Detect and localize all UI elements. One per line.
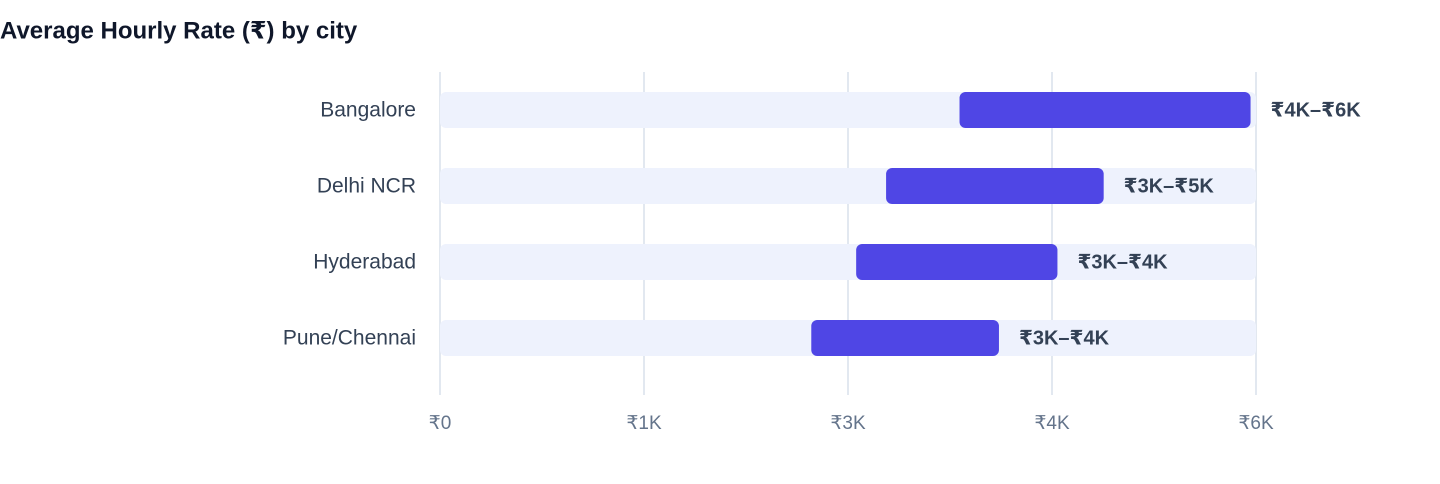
range-bar <box>959 92 1251 128</box>
value-label: ₹3K–₹4K <box>1019 327 1110 349</box>
range-bar <box>886 168 1104 204</box>
x-tick-label: ₹3K <box>830 413 866 434</box>
category-label: Pune/Chennai <box>283 327 416 350</box>
category-label: Bangalore <box>320 99 416 122</box>
range-bar <box>856 244 1058 280</box>
value-label: ₹3K–₹5K <box>1124 175 1215 197</box>
value-label: ₹4K–₹6K <box>1271 99 1362 121</box>
category-label: Delhi NCR <box>317 175 416 198</box>
x-tick-label: ₹4K <box>1034 413 1070 434</box>
x-tick-label: ₹0 <box>429 413 452 434</box>
category-label: Hyderabad <box>313 251 416 274</box>
x-tick-label: ₹1K <box>626 413 662 434</box>
chart-title: Average Hourly Rate (₹) by city <box>0 17 358 44</box>
range-bar <box>811 320 999 356</box>
x-tick-label: ₹6K <box>1238 413 1274 434</box>
value-label: ₹3K–₹4K <box>1077 251 1168 273</box>
